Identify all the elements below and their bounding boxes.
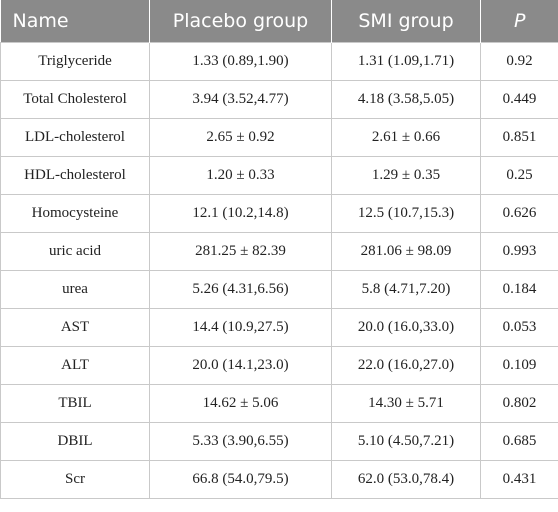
cell-name: AST <box>0 308 150 347</box>
header-name: Name <box>0 0 150 43</box>
cell-smi: 1.29 ± 0.35 <box>331 156 481 195</box>
cell-placebo: 2.65 ± 0.92 <box>149 118 332 157</box>
table-row: TBIL 14.62 ± 5.06 14.30 ± 5.71 0.802 <box>0 384 558 423</box>
table-row: Scr 66.8 (54.0,79.5) 62.0 (53.0,78.4) 0.431 <box>0 460 558 499</box>
cell-p: 0.431 <box>480 460 558 499</box>
cell-smi: 1.31 (1.09,1.71) <box>331 42 481 81</box>
table-row: uric acid 281.25 ± 82.39 281.06 ± 98.09 0.9… <box>0 232 558 271</box>
cell-placebo: 5.26 (4.31,6.56) <box>149 270 332 309</box>
cell-placebo: 20.0 (14.1,23.0) <box>149 346 332 385</box>
table-row: ALT 20.0 (14.1,23.0) 22.0 (16.0,27.0) 0.109 <box>0 346 558 385</box>
cell-smi: 62.0 (53.0,78.4) <box>331 460 481 499</box>
cell-placebo: 14.62 ± 5.06 <box>149 384 332 423</box>
cell-smi: 5.8 (4.71,7.20) <box>331 270 481 309</box>
data-table: Name Placebo group SMI group P Triglycer… <box>0 0 558 499</box>
cell-smi: 2.61 ± 0.66 <box>331 118 481 157</box>
table-row: LDL-cholesterol 2.65 ± 0.92 2.61 ± 0.66 0.8… <box>0 118 558 157</box>
cell-p: 0.053 <box>480 308 558 347</box>
cell-placebo: 14.4 (10.9,27.5) <box>149 308 332 347</box>
cell-placebo: 1.20 ± 0.33 <box>149 156 332 195</box>
cell-smi: 12.5 (10.7,15.3) <box>331 194 481 233</box>
cell-name: TBIL <box>0 384 150 423</box>
cell-name: HDL-cholesterol <box>0 156 150 195</box>
header-placebo-group: Placebo group <box>149 0 332 43</box>
table-header: Name Placebo group SMI group P <box>0 0 558 43</box>
cell-name: Total Cholesterol <box>0 80 150 119</box>
cell-name: ALT <box>0 346 150 385</box>
cell-placebo: 66.8 (54.0,79.5) <box>149 460 332 499</box>
cell-p: 0.851 <box>480 118 558 157</box>
table-row: urea 5.26 (4.31,6.56) 5.8 (4.71,7.20) 0.184 <box>0 270 558 309</box>
cell-p: 0.685 <box>480 422 558 461</box>
cell-name: Homocysteine <box>0 194 150 233</box>
table-row: HDL-cholesterol 1.20 ± 0.33 1.29 ± 0.35 0.2… <box>0 156 558 195</box>
header-row: Name Placebo group SMI group P <box>0 0 558 43</box>
cell-name: urea <box>0 270 150 309</box>
table-row: DBIL 5.33 (3.90,6.55) 5.10 (4.50,7.21) 0.68… <box>0 422 558 461</box>
cell-smi: 5.10 (4.50,7.21) <box>331 422 481 461</box>
cell-placebo: 3.94 (3.52,4.77) <box>149 80 332 119</box>
cell-placebo: 12.1 (10.2,14.8) <box>149 194 332 233</box>
cell-p: 0.802 <box>480 384 558 423</box>
cell-p: 0.92 <box>480 42 558 81</box>
cell-name: uric acid <box>0 232 150 271</box>
header-smi-group: SMI group <box>331 0 481 43</box>
table-row: AST 14.4 (10.9,27.5) 20.0 (16.0,33.0) 0.053 <box>0 308 558 347</box>
table-row: Homocysteine 12.1 (10.2,14.8) 12.5 (10.7,1… <box>0 194 558 233</box>
cell-p: 0.626 <box>480 194 558 233</box>
cell-smi: 20.0 (16.0,33.0) <box>331 308 481 347</box>
cell-p: 0.25 <box>480 156 558 195</box>
cell-placebo: 1.33 (0.89,1.90) <box>149 42 332 81</box>
cell-smi: 22.0 (16.0,27.0) <box>331 346 481 385</box>
cell-p: 0.109 <box>480 346 558 385</box>
cell-name: LDL-cholesterol <box>0 118 150 157</box>
cell-smi: 281.06 ± 98.09 <box>331 232 481 271</box>
cell-smi: 4.18 (3.58,5.05) <box>331 80 481 119</box>
cell-placebo: 5.33 (3.90,6.55) <box>149 422 332 461</box>
cell-p: 0.449 <box>480 80 558 119</box>
cell-p: 0.993 <box>480 232 558 271</box>
cell-name: Triglyceride <box>0 42 150 81</box>
cell-name: DBIL <box>0 422 150 461</box>
cell-p: 0.184 <box>480 270 558 309</box>
table-row: Total Cholesterol 3.94 (3.52,4.77) 4.18 (3… <box>0 80 558 119</box>
cell-smi: 14.30 ± 5.71 <box>331 384 481 423</box>
cell-name: Scr <box>0 460 150 499</box>
header-p-value: P <box>480 0 558 43</box>
cell-placebo: 281.25 ± 82.39 <box>149 232 332 271</box>
table-row: Triglyceride 1.33 (0.89,1.90) 1.31 (1.09,1… <box>0 42 558 81</box>
table-body: Triglyceride 1.33 (0.89,1.90) 1.31 (1.09,1… <box>0 42 558 499</box>
